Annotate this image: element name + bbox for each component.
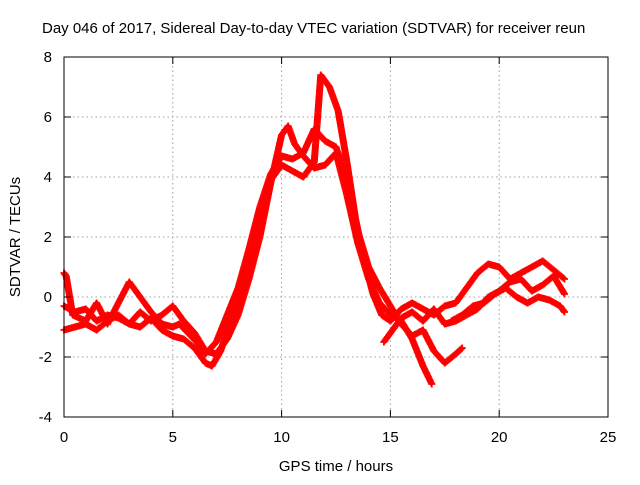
- y-tick-label: 0: [44, 289, 52, 306]
- data-point: [458, 344, 466, 352]
- data-point: [560, 275, 568, 283]
- x-tick-label: 0: [60, 429, 68, 446]
- data-point: [457, 345, 465, 353]
- data-point: [560, 290, 568, 298]
- y-tick-label: 8: [44, 49, 52, 66]
- y-tick-label: 2: [44, 229, 52, 246]
- y-tick-label: 4: [44, 169, 52, 186]
- data-points: [60, 71, 568, 388]
- y-tick-label: -2: [39, 349, 52, 366]
- x-tick-label: 5: [169, 429, 177, 446]
- x-tick-label: 10: [273, 429, 290, 446]
- x-tick-label: 15: [382, 429, 399, 446]
- x-tick-label: 25: [600, 429, 617, 446]
- y-tick-label: -4: [39, 409, 52, 426]
- chart-title: Day 046 of 2017, Sidereal Day-to-day VTE…: [42, 20, 585, 37]
- data-point: [559, 274, 567, 282]
- y-tick-label: 6: [44, 109, 52, 126]
- data-point: [560, 308, 568, 316]
- grid: [64, 57, 608, 417]
- x-axis-label: GPS time / hours: [279, 458, 393, 475]
- axis-ticks: 0 5 10 15 20 25 -4 -2 0 2 4 6 8: [39, 49, 617, 446]
- x-tick-label: 20: [491, 429, 508, 446]
- y-axis-label: SDTVAR / TECUs: [7, 177, 24, 297]
- data-point: [428, 380, 436, 388]
- data-series-track-5: [447, 284, 568, 325]
